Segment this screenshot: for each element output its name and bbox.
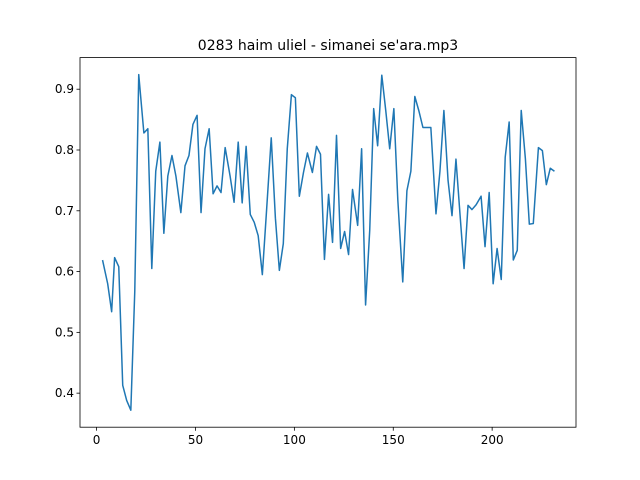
chart-title: 0283 haim uliel - simanei se'ara.mp3 [198, 38, 458, 54]
plot-frame [79, 57, 577, 428]
x-tick-label: 50 [188, 433, 203, 447]
y-tick-label: 0.6 [55, 265, 74, 279]
x-tick-label: 200 [481, 433, 504, 447]
y-tick-label: 0.4 [55, 386, 74, 400]
x-tick-label: 0 [93, 433, 101, 447]
y-tick-label: 0.8 [55, 143, 74, 157]
x-tick-label: 100 [283, 433, 306, 447]
line [101, 73, 555, 411]
y-tick-label: 0.5 [55, 325, 74, 339]
y-tick-label: 0.9 [55, 82, 74, 96]
x-tick-label: 150 [382, 433, 405, 447]
y-tick-label: 0.7 [55, 204, 74, 218]
